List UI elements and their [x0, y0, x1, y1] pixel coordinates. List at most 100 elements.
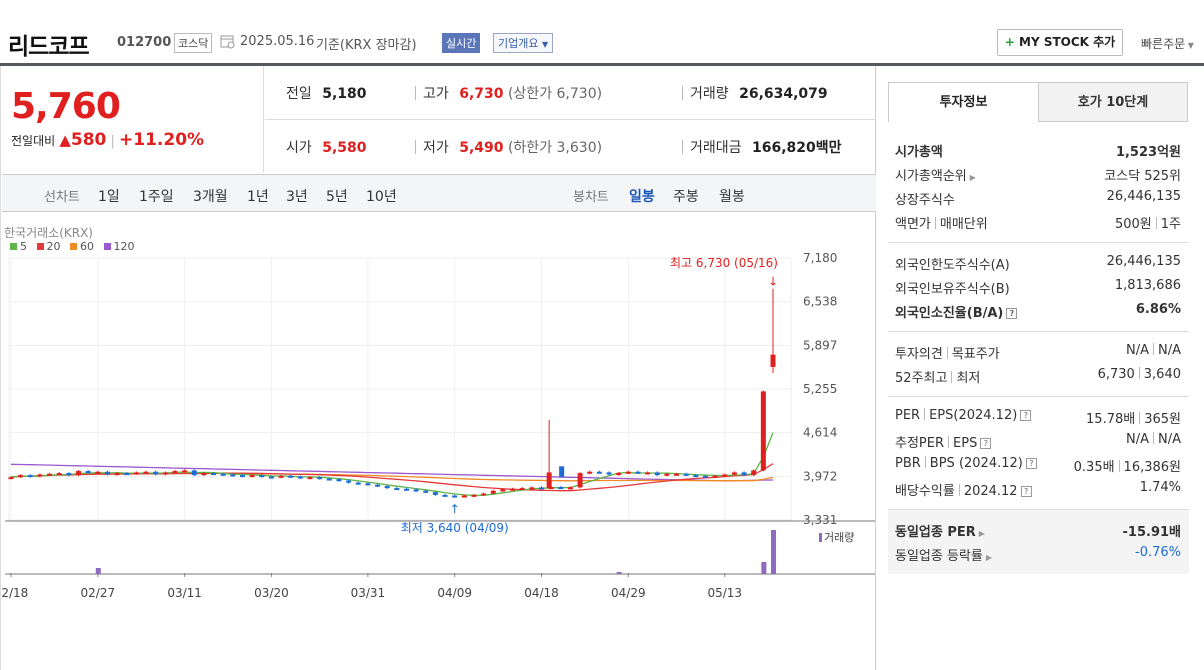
candle-body	[220, 473, 226, 476]
candle-body	[442, 494, 448, 497]
candle-body	[452, 495, 458, 498]
separator	[934, 217, 936, 229]
info-row: 액면가 매매단위 500원 1주	[888, 210, 1189, 234]
ma120-label: 120	[113, 240, 135, 253]
info-label: 시가총액순위 ▶	[895, 169, 976, 184]
ma60-swatch	[70, 243, 77, 250]
high-label: 고가	[423, 86, 449, 102]
candle-body	[8, 477, 14, 480]
company-name: 리드코프	[8, 34, 90, 60]
candle-body	[567, 487, 573, 490]
candle-body	[751, 470, 757, 476]
period-3m[interactable]: 3개월	[193, 189, 228, 205]
ma120-line	[10, 463, 774, 482]
separator	[924, 408, 926, 420]
ma20-label: 20	[46, 240, 61, 253]
candle-body	[124, 473, 130, 476]
tab-invest-info[interactable]: 투자정보	[888, 82, 1039, 122]
candle-daily[interactable]: 일봉	[629, 189, 655, 205]
line-chart-label: 선차트	[44, 190, 80, 205]
info-value: 26,446,135	[1106, 254, 1181, 269]
candle-body	[114, 473, 120, 476]
high-value: 6,730	[459, 86, 504, 102]
candle-body	[336, 479, 342, 482]
candle-body	[432, 492, 438, 495]
info-label: 시가총액	[895, 145, 943, 160]
y-tick-label: 5,897	[803, 338, 837, 352]
candle-body	[95, 471, 101, 474]
info-row: 외국인보유주식수(B) 1,813,686	[888, 275, 1189, 299]
info-label: 추정PER EPS?	[895, 432, 992, 451]
candle-monthly[interactable]: 월봉	[719, 189, 745, 205]
amount-label: 거래대금	[690, 140, 742, 156]
y-tick-label: 6,538	[803, 295, 837, 309]
info-row: PER EPS(2024.12)? 15.78배 365원	[888, 405, 1189, 429]
ma5-label: 5	[20, 240, 27, 253]
tab-orderbook[interactable]: 호가 10단계	[1038, 82, 1188, 122]
market-badge: 코스닥	[174, 33, 213, 53]
ma-legend: 5 20 60 120	[10, 240, 135, 253]
x-tick-label: 03/31	[351, 586, 386, 600]
x-tick-label: 03/20	[254, 586, 289, 600]
separator	[1139, 412, 1141, 424]
volume-legend-swatch	[819, 533, 822, 542]
candle-body	[355, 482, 361, 485]
info-value: -15.91배	[1122, 525, 1181, 540]
info-value: 코스닥 525위	[1104, 169, 1181, 184]
x-tick-label: 02/18	[1, 586, 28, 600]
info-label: 상장주식수	[895, 193, 955, 208]
info-value: 500원 1주	[1114, 217, 1181, 232]
candle-body	[606, 472, 612, 475]
low-note: 최저 3,640 (04/09)	[401, 521, 509, 535]
info-row[interactable]: 동일업종 PER ▶ -15.91배	[888, 518, 1189, 542]
quick-order-button[interactable]: 빠른주문 ▼	[1141, 35, 1194, 52]
price-chart[interactable]: 7,180 6,538 5,897 5,255 4,614 3,972 3,331 02/18…	[1, 250, 875, 670]
period-5y[interactable]: 5년	[326, 189, 348, 205]
company-info-button[interactable]: 기업개요 ▼	[493, 33, 554, 53]
info-group-1: 시가총액 1,523억원 시가총액순위 ▶ 코스닥 525위 상장주식수 26,446,13…	[888, 130, 1189, 242]
up-triangle-icon: ▲	[59, 131, 71, 149]
info-row[interactable]: 시가총액순위 ▶ 코스닥 525위	[888, 162, 1189, 186]
volume-bar	[616, 572, 622, 574]
help-icon[interactable]: ?	[1006, 308, 1018, 319]
period-1y[interactable]: 1년	[247, 189, 269, 205]
x-tick-label: 04/29	[611, 586, 646, 600]
candle-body	[268, 476, 274, 479]
period-10y[interactable]: 10년	[366, 189, 397, 205]
x-tick-label: 02/27	[81, 586, 116, 600]
chart-source: 한국거래소(KRX)	[4, 226, 93, 240]
low-value: 5,490	[459, 140, 504, 156]
help-icon[interactable]: ?	[980, 438, 992, 449]
divider	[415, 140, 416, 154]
candle-weekly[interactable]: 주봉	[673, 189, 699, 205]
info-label: 액면가 매매단위	[895, 217, 988, 232]
help-icon[interactable]: ?	[1020, 486, 1032, 497]
realtime-button[interactable]: 실시간	[442, 33, 481, 53]
help-icon[interactable]: ?	[1025, 458, 1037, 469]
candle-body	[317, 477, 323, 480]
calendar-icon	[220, 34, 235, 53]
arrow-right-icon: ▶	[985, 553, 993, 562]
candle-body	[403, 488, 409, 491]
candle-body	[481, 493, 487, 496]
ma120-swatch	[103, 243, 111, 250]
help-icon[interactable]: ?	[1020, 410, 1032, 421]
arrow-right-icon: ▶	[978, 529, 985, 538]
info-row[interactable]: 동일업종 등락률 ▶ -0.76%	[888, 542, 1189, 566]
period-3y[interactable]: 3년	[286, 189, 308, 205]
period-1d[interactable]: 1일	[98, 189, 120, 205]
prev-label: 전일	[286, 86, 312, 102]
add-my-stock-button[interactable]: + MY STOCK 추가	[997, 29, 1123, 56]
invest-info-panel: 투자정보 호가 10단계 시가총액 1,523억원 시가총액순위 ▶ 코스닥 525위 상…	[888, 82, 1189, 574]
candle-body	[674, 473, 680, 476]
ma5-swatch	[10, 243, 17, 250]
candle-body	[76, 471, 82, 476]
period-1w[interactable]: 1주일	[139, 189, 174, 205]
candle-body	[519, 488, 525, 491]
candle-body	[413, 489, 419, 492]
x-tick-label: 04/09	[437, 586, 472, 600]
candle-body	[596, 471, 602, 474]
current-price: 5,760	[11, 86, 121, 127]
info-label: 52주최고 최저	[895, 371, 981, 386]
info-value: 15.78배 365원	[1086, 412, 1181, 427]
